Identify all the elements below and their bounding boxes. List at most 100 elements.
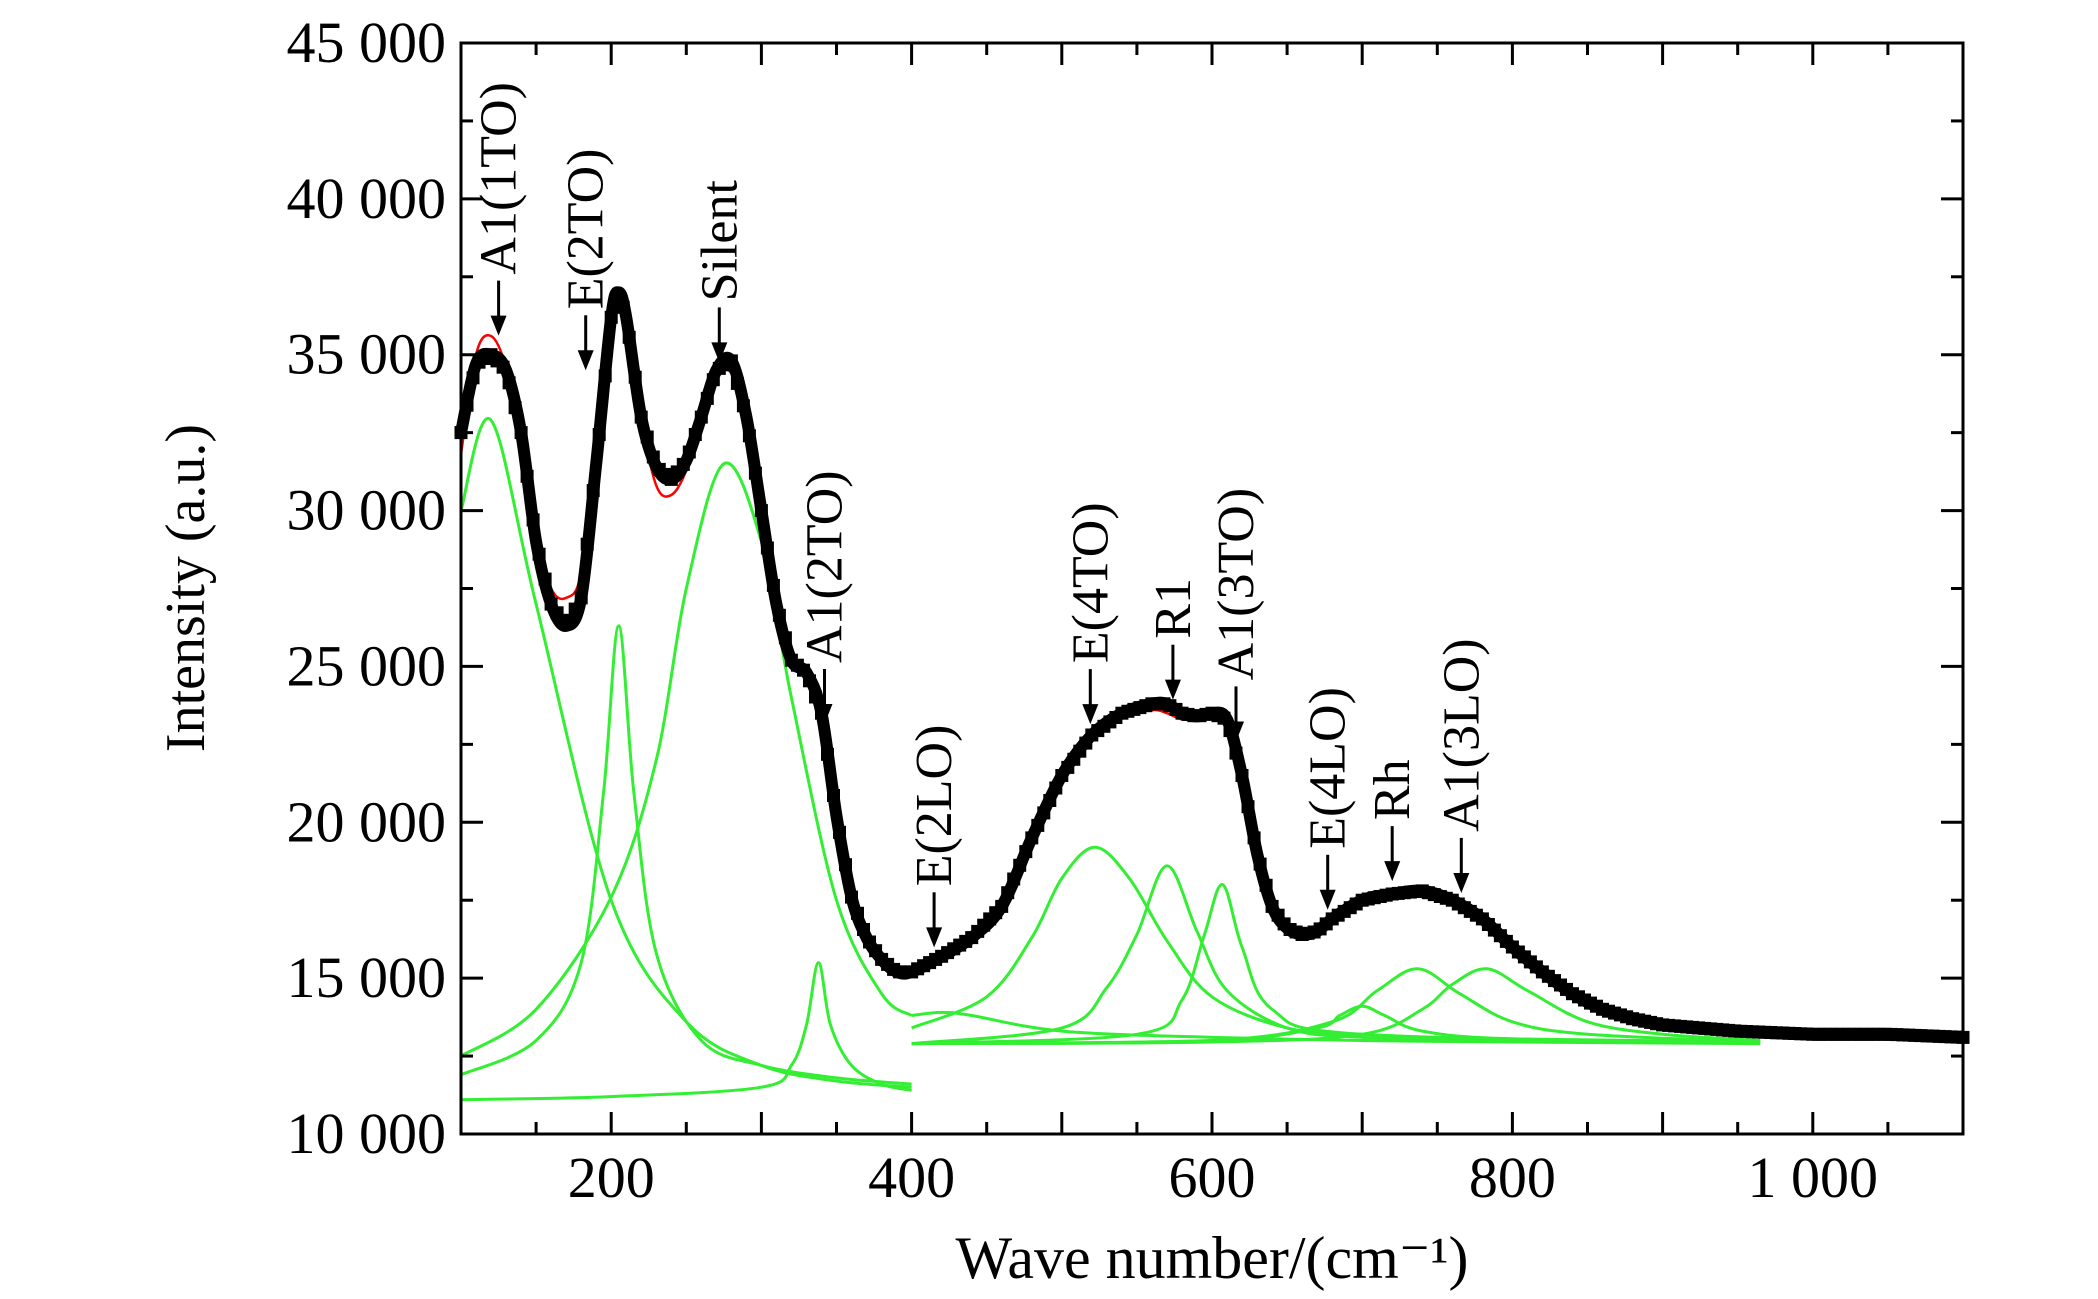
measured-data-point xyxy=(628,370,642,384)
r1-component-line xyxy=(911,864,1761,1046)
component-curves xyxy=(459,416,1761,1102)
annotation-silent: Silent xyxy=(691,180,748,363)
y-tick-label: 25 000 xyxy=(287,633,447,698)
a1-2to-component-line xyxy=(460,961,912,1102)
measured-data-point xyxy=(538,572,552,586)
measured-data-point xyxy=(1259,878,1273,892)
measured-data-point xyxy=(748,466,762,480)
measured-data-point xyxy=(676,457,690,471)
annotation-e-4lo: E(4LO) xyxy=(1300,687,1357,910)
e-2to-component-line xyxy=(460,624,912,1086)
measured-data-point xyxy=(845,890,858,904)
measured-data-point xyxy=(760,541,774,555)
measured-data-point xyxy=(598,369,612,383)
measured-data-point xyxy=(532,547,546,561)
y-tick-label: 30 000 xyxy=(287,478,447,543)
annotation-arrow-head xyxy=(1164,679,1181,700)
measured-data-point xyxy=(730,376,744,390)
measured-data-point xyxy=(682,445,696,459)
measured-data-point xyxy=(610,290,624,304)
measured-data-point xyxy=(1001,886,1015,900)
measured-data-point xyxy=(803,674,816,688)
measured-data-point xyxy=(821,747,834,761)
annotation-arrow-head xyxy=(816,703,833,724)
annotation-a1-3lo: A1(3LO) xyxy=(1433,638,1490,893)
measured-data-point xyxy=(839,858,852,872)
annotation-e-4to: E(4TO) xyxy=(1062,502,1119,725)
measured-data-point xyxy=(622,330,636,344)
annotation-arrow-head xyxy=(926,927,943,948)
annotation-label: A1(3LO) xyxy=(1433,638,1490,832)
measured-data-point xyxy=(634,410,648,424)
measured-data-point xyxy=(694,410,708,424)
annotation-a1-1to: A1(1TO) xyxy=(471,82,528,336)
measured-data-point xyxy=(592,428,606,441)
annotation-e-2to: E(2TO) xyxy=(558,149,615,371)
measured-data-point xyxy=(754,504,768,518)
measured-data-point xyxy=(520,469,534,483)
measured-data-point xyxy=(466,371,480,385)
measured-data-point xyxy=(574,591,588,605)
measured-data-point xyxy=(766,578,780,592)
axis-ticks: 200 400 600 800 1 000 10 000 15 000 20 000 25 00… xyxy=(287,10,1965,1210)
annotation-arrow-head xyxy=(1384,861,1401,882)
annotation-label: Silent xyxy=(691,180,748,302)
measured-data-point xyxy=(640,430,654,444)
annotation-label: A1(2TO) xyxy=(797,470,854,663)
measured-data-point xyxy=(1235,769,1249,782)
annotation-r1: R1 xyxy=(1145,578,1202,700)
measured-data-point xyxy=(772,608,786,622)
annotation-arrow-head xyxy=(490,315,507,336)
x-tick-label: 800 xyxy=(1469,1145,1556,1210)
measured-data-point xyxy=(1007,872,1021,886)
measured-data-point xyxy=(700,391,714,405)
measured-data-point xyxy=(1217,711,1231,725)
measured-data-point xyxy=(1247,831,1261,845)
measured-data-layer xyxy=(454,286,1970,1044)
annotation-label: R1 xyxy=(1145,578,1202,639)
measured-data-point xyxy=(580,537,594,551)
measured-data-point xyxy=(508,401,522,415)
measured-data-point xyxy=(1025,831,1039,845)
measured-data-point xyxy=(604,310,618,324)
annotation-label: E(4TO) xyxy=(1062,502,1119,663)
measured-data-point xyxy=(514,426,528,440)
fit-curve-layer xyxy=(459,294,1761,1036)
measured-data-point xyxy=(736,399,750,413)
measured-data-point xyxy=(616,300,630,314)
a1-3to-component-line xyxy=(911,883,1761,1046)
y-tick-label: 40 000 xyxy=(287,166,447,231)
annotation-label: E(4LO) xyxy=(1300,687,1357,849)
measured-data-point xyxy=(797,663,810,677)
measured-data-point xyxy=(586,484,600,498)
y-tick-label: 35 000 xyxy=(287,322,447,387)
measured-data-point xyxy=(827,789,840,802)
measured-data-point xyxy=(502,376,516,390)
measured-data-point xyxy=(1049,781,1063,795)
measured-data-point xyxy=(1037,806,1051,820)
annotation-arrow-head xyxy=(1228,721,1245,742)
x-tick-label: 600 xyxy=(1169,1145,1256,1210)
measured-data-point xyxy=(1019,845,1033,859)
annotation-arrow-head xyxy=(711,342,728,363)
measured-data-point xyxy=(1043,794,1057,807)
annotation-label: A1(1TO) xyxy=(471,82,528,275)
measured-data-point xyxy=(809,690,822,704)
x-tick-label: 1 000 xyxy=(1748,1145,1879,1210)
measured-data-point xyxy=(646,450,660,464)
silent-component-line xyxy=(460,461,913,1058)
annotation-arrow-head xyxy=(1319,889,1336,910)
annotation-arrow-head xyxy=(577,350,594,371)
measured-data-point xyxy=(833,825,846,839)
annotation-e-2lo: E(2LO) xyxy=(906,725,963,948)
measured-data-point xyxy=(724,354,738,368)
annotation-arrow-head xyxy=(1453,872,1470,893)
x-tick-label: 400 xyxy=(868,1145,955,1210)
y-tick-label: 15 000 xyxy=(287,945,447,1010)
measured-data-point xyxy=(562,613,576,627)
measured-data-point xyxy=(460,398,474,412)
annotation-a1-2to: A1(2TO) xyxy=(797,470,854,724)
measured-data-point xyxy=(1229,746,1243,760)
annotation-label: E(2LO) xyxy=(906,725,963,887)
